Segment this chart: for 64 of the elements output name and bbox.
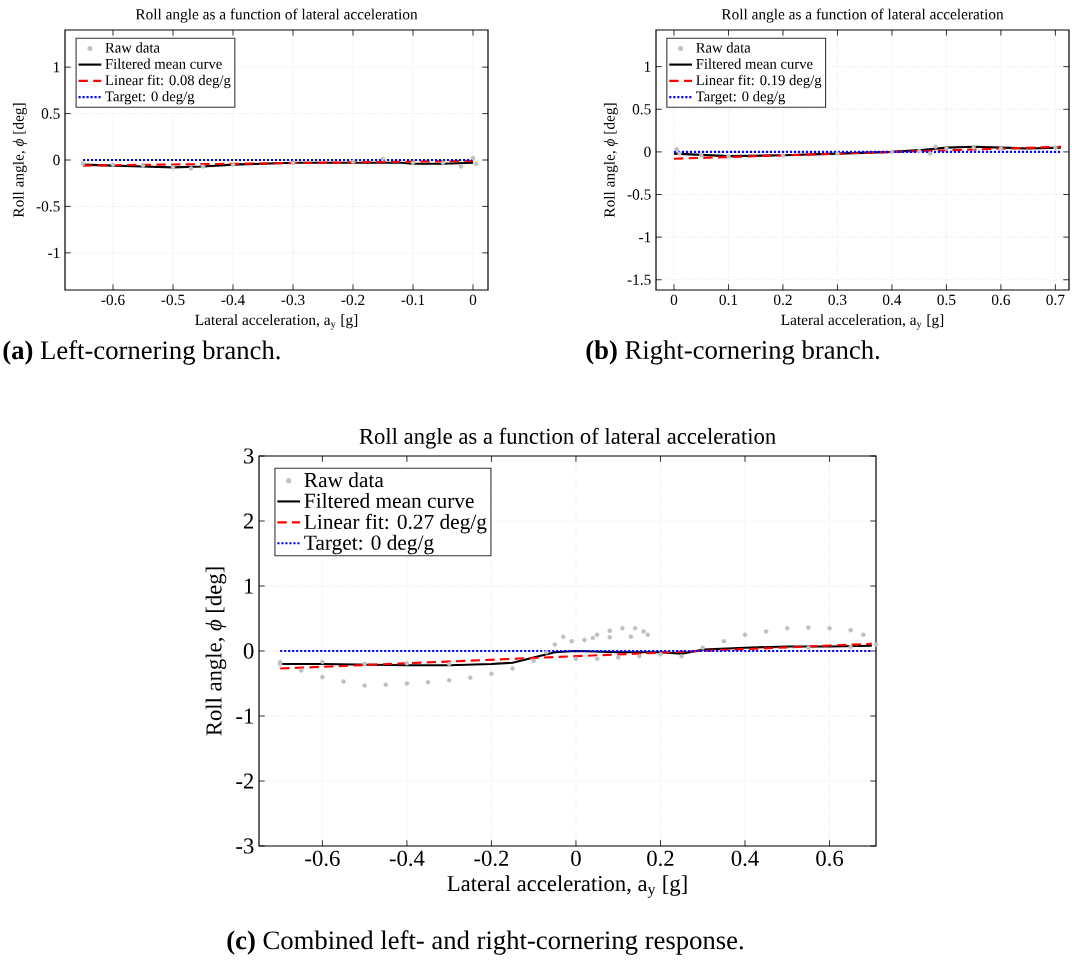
x-tick-label: 0.2 xyxy=(647,850,674,867)
x-tick-label: 0.5 xyxy=(937,294,956,306)
x-tick-label: 0.6 xyxy=(816,850,844,867)
y-axis-title: Roll angle, ϕ [deg] xyxy=(205,567,227,736)
text: (b) Right-cornering branch. xyxy=(586,340,880,365)
x-tick-label: -0.6 xyxy=(305,850,340,867)
y-tick-label: -0.5 xyxy=(36,201,60,212)
legend-label: Linear fit: 0.27 deg/g xyxy=(304,513,487,534)
x-tick-label: -0.4 xyxy=(221,294,245,306)
x-axis-title: Lateral acceleration, a$_{y}$ [g] xyxy=(447,875,687,898)
x-tick-label: 0 xyxy=(571,850,581,866)
y-tick-label: -1 xyxy=(48,247,60,258)
legend-label: Filtered mean curve xyxy=(696,58,813,69)
y-tick-label: -1.5 xyxy=(627,274,651,285)
text: (a) Left-cornering branch. xyxy=(3,340,280,365)
x-tick-label: 0.4 xyxy=(731,850,759,867)
x-tick-label: 0.6 xyxy=(991,294,1011,306)
legend-label: Filtered mean curve xyxy=(105,58,222,69)
x-tick-label: 0.1 xyxy=(719,294,738,306)
legend-label: Filtered mean curve xyxy=(304,493,474,509)
y-tick-label: 0 xyxy=(644,146,651,158)
y-tick-label: -1 xyxy=(639,232,651,243)
legend-label: Raw data xyxy=(304,472,384,488)
chart-title: Roll angle as a function of lateral acceleration xyxy=(135,8,418,23)
x-tick-label: 0.3 xyxy=(828,294,847,306)
x-tick-label: 0.2 xyxy=(773,294,792,306)
y-axis-title: Roll angle, ϕ [deg] xyxy=(603,103,618,218)
x-axis-title: Lateral acceleration, a$_{y}$ [g] xyxy=(195,314,358,330)
x-tick-label: -0.5 xyxy=(161,294,185,306)
y-tick-label: 0.5 xyxy=(41,108,60,119)
legend-label: Linear fit: 0.08 deg/g xyxy=(105,74,231,89)
x-tick-label: -0.1 xyxy=(401,294,425,306)
x-tick-label: -0.2 xyxy=(474,850,509,867)
x-tick-label: 0 xyxy=(670,294,678,306)
legend-label: Target: 0 deg/g xyxy=(696,91,786,105)
chart-title: Roll angle as a function of lateral acceleration xyxy=(359,427,776,449)
y-tick-label: 0 xyxy=(243,643,254,659)
y-tick-label: -2 xyxy=(236,773,254,789)
y-axis-title: Roll angle, ϕ [deg] xyxy=(12,103,27,218)
y-tick-label: 0.5 xyxy=(632,104,651,115)
legend-label: Raw data xyxy=(696,42,751,53)
chart-title: Roll angle as a function of lateral acceleration xyxy=(721,8,1004,23)
y-tick-label: 0 xyxy=(53,154,60,166)
y-tick-label: 1 xyxy=(53,62,60,73)
legend-label: Linear fit: 0.19 deg/g xyxy=(696,74,822,89)
x-tick-label: -0.4 xyxy=(389,850,425,867)
legend-label: Target: 0 deg/g xyxy=(304,534,434,555)
y-tick-label: 1 xyxy=(244,578,253,594)
x-tick-label: 0.4 xyxy=(882,294,902,306)
x-axis-title: Lateral acceleration, a$_{y}$ [g] xyxy=(781,314,944,330)
x-tick-label: 0 xyxy=(469,294,477,306)
x-tick-label: -0.2 xyxy=(341,294,365,306)
y-tick-label: -3 xyxy=(236,838,254,854)
y-tick-label: 2 xyxy=(243,513,254,529)
x-tick-label: 0.7 xyxy=(1046,294,1065,306)
y-tick-label: -1 xyxy=(236,708,253,724)
legend-label: Raw data xyxy=(105,42,160,53)
y-tick-label: -0.5 xyxy=(627,189,651,200)
legend-label: Target: 0 deg/g xyxy=(105,91,195,105)
y-tick-label: 3 xyxy=(244,448,254,464)
x-tick-label: -0.3 xyxy=(281,294,305,306)
text: (c) Combined left- and right-cornering response. xyxy=(227,930,743,955)
y-tick-label: 1 xyxy=(644,61,651,72)
x-tick-label: -0.6 xyxy=(101,294,125,306)
